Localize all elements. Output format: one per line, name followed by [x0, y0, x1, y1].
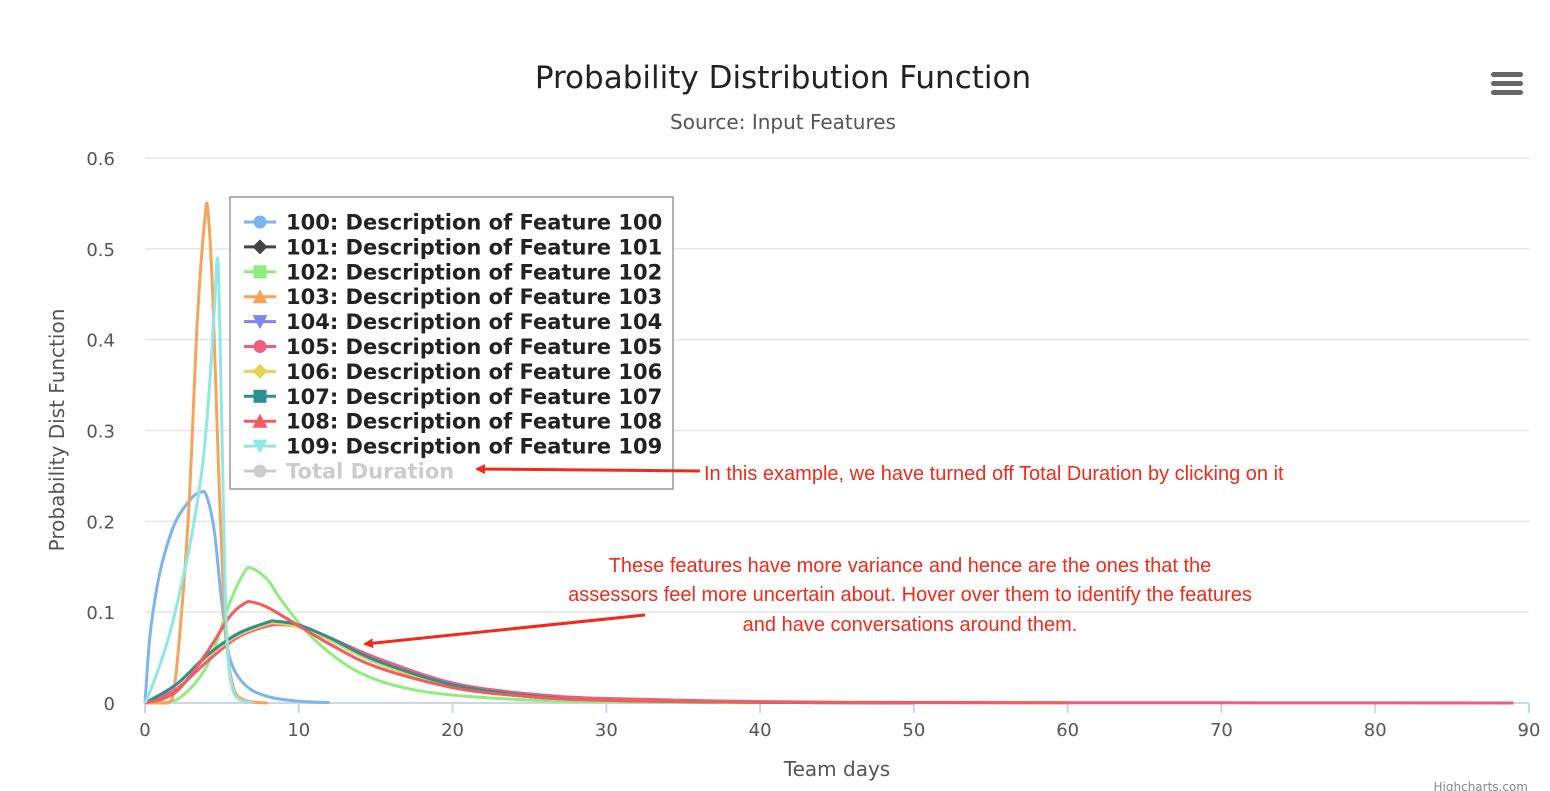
annotation-line-3: and have conversations around them. [743, 614, 1078, 636]
legend-marker [252, 363, 268, 379]
annotation-line-2: assessors feel more uncertain about. Hov… [568, 584, 1252, 606]
x-tick-label: 40 [749, 720, 772, 741]
y-tick-label: 0.5 [86, 240, 115, 261]
credits[interactable]: Highcharts.com [1434, 780, 1528, 791]
legend-label: 103: Description of Feature 103 [286, 285, 662, 309]
legend-label: 106: Description of Feature 106 [286, 360, 662, 384]
legend-item[interactable]: 105: Description of Feature 105 [244, 335, 662, 359]
legend-marker [252, 315, 268, 330]
legend-item[interactable]: 107: Description of Feature 107 [244, 385, 662, 409]
annotation-text-1: In this example, we have turned off Tota… [704, 463, 1284, 485]
x-tick-label: 30 [595, 720, 618, 741]
x-tick-label: 50 [902, 720, 925, 741]
legend-item[interactable]: 102: Description of Feature 102 [244, 260, 662, 284]
legend-box [229, 196, 674, 490]
annotation-variance: These features have more variance and he… [363, 555, 1252, 649]
legend-item[interactable]: 103: Description of Feature 103 [244, 285, 662, 309]
x-tick-label: 90 [1518, 720, 1541, 741]
series-line-100[interactable] [143, 490, 330, 704]
y-axis-ticks: 0 0.1 0.2 0.3 0.4 0.5 0.6 [86, 149, 115, 715]
legend-marker [252, 439, 268, 454]
legend-label: Total Duration [286, 460, 454, 484]
x-tick-label: 80 [1364, 720, 1387, 741]
legend-item[interactable]: 104: Description of Feature 104 [244, 310, 662, 334]
x-tick-label: 20 [441, 720, 464, 741]
plot-series [143, 201, 1514, 705]
legend-label: 101: Description of Feature 101 [286, 235, 662, 259]
legend-item[interactable]: 101: Description of Feature 101 [244, 235, 662, 259]
legend-label: 107: Description of Feature 107 [286, 385, 662, 409]
legend-marker [253, 265, 267, 279]
annotation-arrow-1 [475, 464, 701, 475]
legend-label: 109: Description of Feature 109 [286, 435, 662, 459]
legend-marker [253, 215, 267, 229]
annotation-total-duration: In this example, we have turned off Tota… [475, 463, 1284, 485]
legend-label: 104: Description of Feature 104 [286, 310, 662, 334]
y-tick-label: 0 [104, 694, 115, 715]
chart-subtitle: Source: Input Features [670, 110, 896, 134]
x-tick-label: 70 [1210, 720, 1233, 741]
annotation-arrow-2 [363, 613, 646, 649]
x-tick-label: 60 [1056, 720, 1079, 741]
legend-item[interactable]: 108: Description of Feature 108 [244, 410, 662, 434]
x-tick-label: 10 [287, 720, 310, 741]
series-line-109[interactable] [143, 256, 254, 705]
legend-marker [252, 289, 268, 304]
legend-item[interactable]: 109: Description of Feature 109 [244, 435, 662, 459]
x-axis-title: Team days [783, 757, 890, 781]
x-tick-label: 0 [139, 720, 150, 741]
y-tick-label: 0.6 [86, 149, 115, 170]
y-tick-label: 0.2 [86, 512, 115, 533]
series-line-108[interactable] [144, 599, 1068, 705]
legend-marker [252, 413, 268, 428]
legend-item[interactable]: 100: Description of Feature 100 [244, 211, 662, 235]
legend-item[interactable]: Total Duration [244, 460, 454, 484]
y-tick-label: 0.1 [86, 603, 115, 624]
legend-marker [253, 389, 267, 403]
y-tick-label: 0.3 [86, 422, 115, 443]
annotation-line-1: These features have more variance and he… [609, 555, 1212, 577]
legend-marker [253, 464, 267, 478]
y-axis-title: Probability Dist Function [45, 309, 69, 552]
x-axis-ticks: 0 10 20 30 40 50 60 70 80 90 [139, 703, 1540, 741]
series-line-105[interactable] [144, 622, 1514, 705]
hamburger-menu-icon[interactable] [1491, 72, 1523, 95]
legend-item[interactable]: 106: Description of Feature 106 [244, 360, 662, 384]
legend-label: 100: Description of Feature 100 [286, 211, 662, 235]
legend-marker [253, 340, 267, 353]
y-tick-label: 0.4 [86, 331, 115, 352]
legend-marker [252, 239, 268, 255]
legend-label: 102: Description of Feature 102 [286, 260, 662, 284]
legend-label: 105: Description of Feature 105 [286, 335, 662, 359]
chart-title: Probability Distribution Function [535, 60, 1031, 96]
legend-label: 108: Description of Feature 108 [286, 410, 662, 434]
